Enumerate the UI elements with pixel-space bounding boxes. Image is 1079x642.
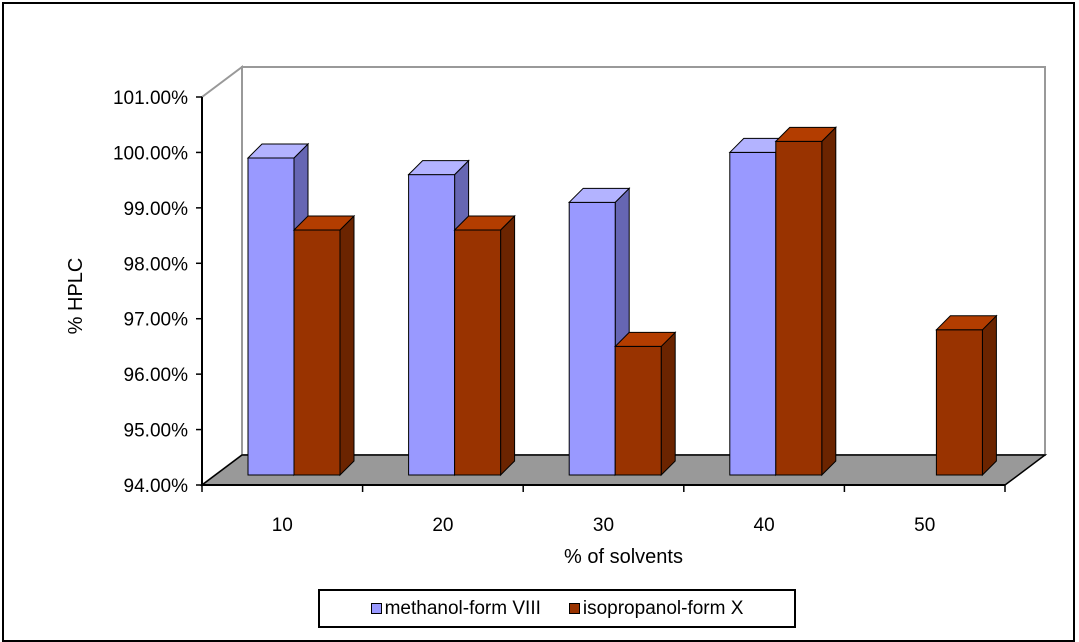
bar-side-series-2 [339,214,355,477]
bar-side-series-2 [500,214,516,477]
bar-top-series-1 [407,160,470,176]
bar-series-1 [568,201,616,476]
y-tick-label: 100.00% [113,143,188,164]
bar-top-series-2 [774,126,838,142]
x-tick-label: 40 [754,515,775,536]
x-axis-title: % of solvents [564,546,683,568]
bar-series-1 [247,157,295,476]
x-tick-label: 20 [432,515,453,536]
bar-series-2 [775,140,823,476]
legend-item-series-1: methanol-form VIII [370,597,541,620]
bar-series-2 [614,345,662,476]
bar-series-1 [729,151,777,476]
y-tick-label: 96.00% [124,365,189,386]
bar-top-series-2 [292,215,356,231]
legend-item-series-2: isopropanol-form X [568,597,744,620]
y-tick-label: 95.00% [124,421,189,442]
bar-top-series-2 [613,331,677,347]
bar-series-2 [454,229,502,476]
legend-swatch-series-1 [370,603,382,614]
bar-top-series-2 [935,315,998,331]
x-tick-label: 10 [272,515,293,536]
x-tick-label: 50 [914,515,935,536]
bar-side-series-2 [981,314,997,477]
y-axis-title: % HPLC [65,258,87,335]
side-wall [201,65,243,487]
bar-series-2 [293,229,341,476]
y-tick-label: 94.00% [124,476,189,497]
y-tick-label: 99.00% [124,199,189,220]
y-tick-label: 101.00% [113,88,188,109]
bar-series-2 [935,329,983,476]
y-tick-label: 97.00% [124,310,189,331]
bar-side-series-2 [660,331,676,477]
x-tick-label: 30 [593,515,614,536]
bar-top-series-1 [567,187,631,203]
legend: methanol-form VIII isopropanol-form X [318,589,796,628]
bar-top-series-2 [453,215,516,231]
bar-series-1 [408,174,456,476]
legend-swatch-series-2 [568,603,580,614]
legend-label-series-1: methanol-form VIII [384,597,541,619]
bar-side-series-2 [821,126,837,477]
bar-top-series-1 [246,143,310,159]
legend-label-series-2: isopropanol-form X [582,597,744,619]
y-tick-label: 98.00% [124,254,189,275]
